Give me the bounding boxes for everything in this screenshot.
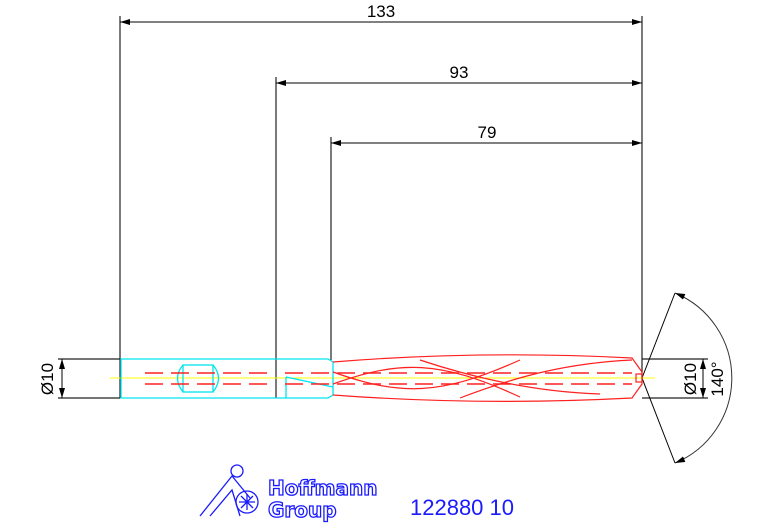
dim-text-angle: 140° (708, 361, 727, 396)
dim-text-shank-dia: Ø10 (38, 363, 57, 395)
logo-text-line2: Group (268, 498, 337, 522)
logo-text-line1: Hoffmann (268, 476, 378, 500)
angle-leg-top (641, 292, 676, 379)
hoffmann-logo-mark (199, 464, 259, 517)
dim-text-79: 79 (478, 123, 497, 142)
dim-text-overall: 133 (367, 2, 395, 21)
angle-arc (674, 292, 733, 464)
article-number: 122880 10 (410, 495, 514, 520)
dim-text-tip-dia: Ø10 (681, 363, 700, 395)
extension-lines (58, 16, 708, 399)
dim-text-93: 93 (450, 63, 469, 82)
hidden-lines (145, 372, 632, 385)
angle-leg-bottom (641, 377, 676, 464)
